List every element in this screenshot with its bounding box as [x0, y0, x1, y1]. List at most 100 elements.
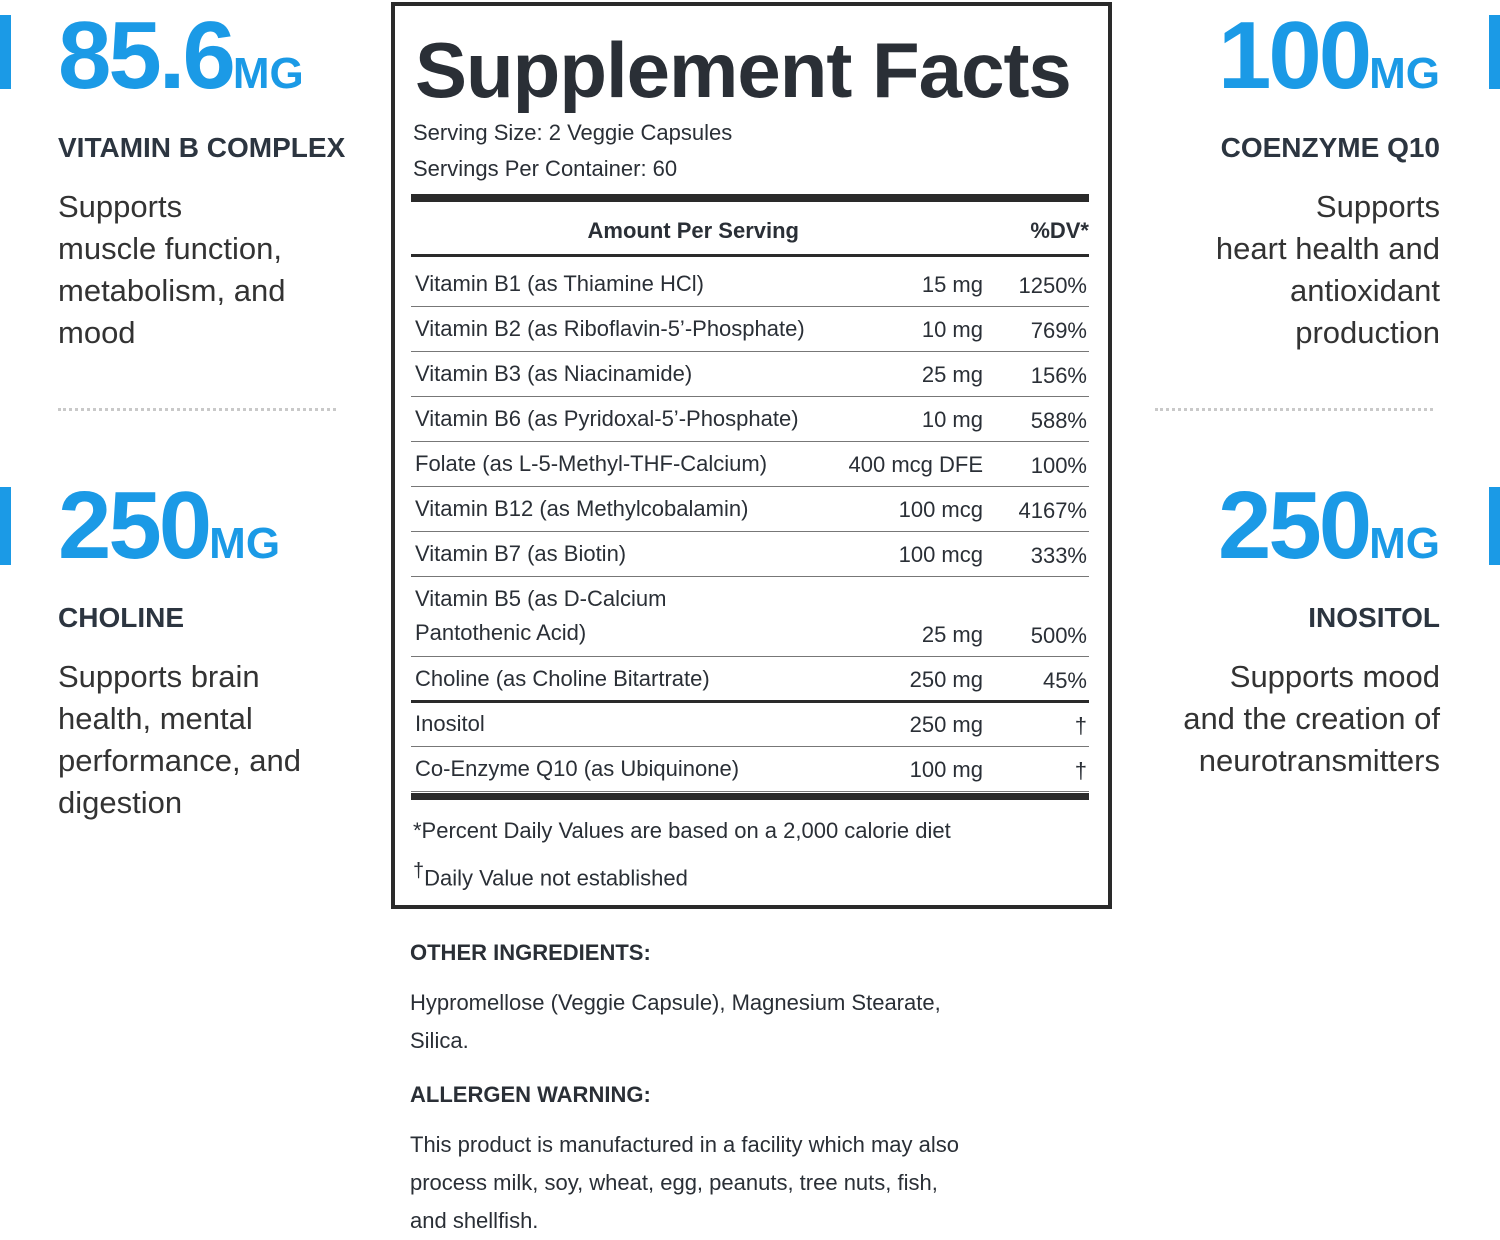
nutrient-dv: 156%	[1030, 363, 1087, 388]
name-line: Vitamin B6 (as Pyridoxal-5’-Phosphate)	[415, 406, 799, 431]
callout-name: INOSITOL	[1308, 602, 1440, 633]
callout-description: Supports muscle function, metabolism, and m…	[58, 186, 458, 354]
rule	[411, 194, 1089, 202]
callout-description: Supports brain health, mental performance,…	[58, 656, 458, 824]
text-line: Silica.	[410, 1028, 469, 1053]
text-line: Hypromellose (Veggie Capsule), Magnesium…	[410, 990, 941, 1015]
callout-name: COENZYME Q10	[1220, 132, 1440, 163]
nutrient-amount: 400 mcg DFE	[848, 452, 984, 477]
callout: 100MG COENZYME Q10 Supports heart health an…	[1040, 8, 1440, 354]
name-line: Choline (as Choline Bitartrate)	[415, 666, 710, 691]
nutrient-name: Vitamin B7 (as Biotin)	[415, 537, 626, 571]
nutrient-amount: 100 mcg	[898, 542, 983, 567]
name-line: Vitamin B7 (as Biotin)	[415, 541, 627, 566]
servings-per-container: Servings Per Container: 60	[413, 156, 678, 181]
facts-row: Inositol 250 mg †	[411, 702, 1089, 747]
section-heading: ALLERGEN WARNING:	[410, 1082, 651, 1107]
description-line: metabolism, and	[58, 273, 286, 308]
footnote-dv: *Percent Daily Values are based on a 2,0…	[413, 818, 951, 843]
dv-header: %DV*	[1030, 218, 1089, 243]
supplement-facts: Supplement Facts Serving Size: 2 Veggie …	[391, 2, 1112, 909]
description-line: production	[1295, 315, 1440, 350]
dagger: †	[413, 860, 425, 882]
description-line: health, mental	[58, 701, 253, 736]
description-line: Supports	[1315, 189, 1440, 224]
nutrient-amount: 10 mg	[921, 407, 983, 432]
name-line: Vitamin B3 (as Niacinamide)	[415, 361, 693, 386]
name-line: Pantothenic Acid)	[415, 620, 587, 645]
facts-row: Vitamin B1 (as Thiamine HCl) 15 mg 1250%	[411, 262, 1089, 307]
nutrient-name: Vitamin B3 (as Niacinamide)	[415, 357, 692, 391]
accent-bar	[0, 15, 11, 89]
divider	[1155, 408, 1433, 411]
rule	[411, 254, 1089, 257]
other-ingredients: OTHER INGREDIENTS: Hypromellose (Veggie …	[410, 940, 941, 1060]
serving-size: Serving Size: 2 Veggie Capsules	[413, 120, 733, 145]
description-line: Supports mood	[1229, 659, 1440, 694]
nutrient-amount: 100 mg	[909, 757, 983, 782]
nutrient-dv: 1250%	[1018, 273, 1087, 298]
name-line: Vitamin B5 (as D-Calcium	[415, 586, 667, 611]
section-text: Hypromellose (Veggie Capsule), Magnesium…	[410, 984, 941, 1060]
nutrient-name: Choline (as Choline Bitartrate)	[415, 662, 710, 696]
callout-description: Supports heart health and antioxidant produ…	[1040, 186, 1440, 354]
amount-number: 250	[1217, 472, 1372, 579]
facts-row: Co-Enzyme Q10 (as Ubiquinone) 100 mg †	[411, 747, 1089, 792]
nutrient-name: Inositol	[415, 707, 485, 741]
section-text: This product is manufactured in a facili…	[410, 1126, 959, 1240]
accent-bar	[1489, 487, 1500, 565]
nutrient-amount: 250 mg	[909, 712, 983, 737]
rule	[411, 700, 1089, 703]
amount-unit: MG	[209, 519, 281, 568]
facts-row: Vitamin B7 (as Biotin) 100 mcg 333%	[411, 532, 1089, 577]
nutrient-amount: 15 mg	[921, 272, 983, 297]
nutrient-name: Vitamin B12 (as Methylcobalamin)	[415, 492, 748, 526]
callout-name: VITAMIN B COMPLEX	[58, 132, 346, 163]
callout-description: Supports mood and the creation of neurotra…	[1040, 656, 1440, 782]
callout-amount: 100MG	[1040, 8, 1440, 122]
description-line: neurotransmitters	[1198, 743, 1440, 778]
nutrient-name: Vitamin B2 (as Riboflavin-5’-Phosphate)	[415, 312, 805, 346]
description-line: antioxidant	[1290, 273, 1440, 308]
facts-row: Vitamin B2 (as Riboflavin-5’-Phosphate) 1…	[411, 307, 1089, 352]
allergen-warning: ALLERGEN WARNING: This product is manufa…	[410, 1082, 959, 1240]
description-line: and the creation of	[1183, 701, 1440, 736]
name-line: Folate (as L-5-Methyl-THF-Calcium)	[415, 451, 768, 476]
nutrient-amount: 250 mg	[909, 667, 983, 692]
nutrient-name: Vitamin B5 (as D-Calcium Pantothenic Acid…	[415, 582, 666, 650]
name-line: Vitamin B2 (as Riboflavin-5’-Phosphate)	[415, 316, 805, 341]
description-line: heart health and	[1215, 231, 1440, 266]
nutrient-dv: 500%	[1030, 623, 1087, 648]
description-line: performance, and	[58, 743, 301, 778]
name-line: Co-Enzyme Q10 (as Ubiquinone)	[415, 756, 740, 781]
nutrient-amount: 10 mg	[921, 317, 983, 342]
callout-name: CHOLINE	[58, 602, 184, 633]
description-line: mood	[58, 315, 136, 350]
rule	[411, 793, 1089, 800]
callout: 250MG INOSITOL Supports mood and the creati…	[1040, 478, 1440, 782]
nutrient-amount: 25 mg	[921, 622, 983, 647]
facts-row: Vitamin B6 (as Pyridoxal-5’-Phosphate) 10…	[411, 397, 1089, 442]
nutrient-dv: 333%	[1030, 543, 1087, 568]
facts-row: Vitamin B5 (as D-Calcium Pantothenic Acid…	[411, 577, 1089, 657]
nutrient-dv: †	[1074, 758, 1087, 783]
nutrient-dv: 769%	[1030, 318, 1087, 343]
text-line: and shellfish.	[410, 1208, 539, 1233]
nutrient-dv: 100%	[1030, 453, 1087, 478]
description-line: muscle function,	[58, 231, 282, 266]
nutrient-dv: 4167%	[1018, 498, 1087, 523]
nutrient-dv: 588%	[1030, 408, 1087, 433]
nutrient-name: Vitamin B1 (as Thiamine HCl)	[415, 267, 704, 301]
text-line: process milk, soy, wheat, egg, peanuts, …	[410, 1170, 938, 1195]
footnote-dagger: †Daily Value not established	[413, 860, 688, 891]
divider	[58, 408, 336, 411]
nutrient-name: Co-Enzyme Q10 (as Ubiquinone)	[415, 752, 739, 786]
callout: 250MG CHOLINE Supports brain health, mental…	[58, 478, 458, 824]
nutrient-name: Vitamin B6 (as Pyridoxal-5’-Phosphate)	[415, 402, 799, 436]
description-line: digestion	[58, 785, 183, 820]
description-line: Supports brain	[58, 659, 260, 694]
amount-unit: MG	[232, 49, 304, 98]
footnote-text: Daily Value not established	[424, 865, 688, 891]
amount-number: 85.6	[58, 2, 236, 109]
